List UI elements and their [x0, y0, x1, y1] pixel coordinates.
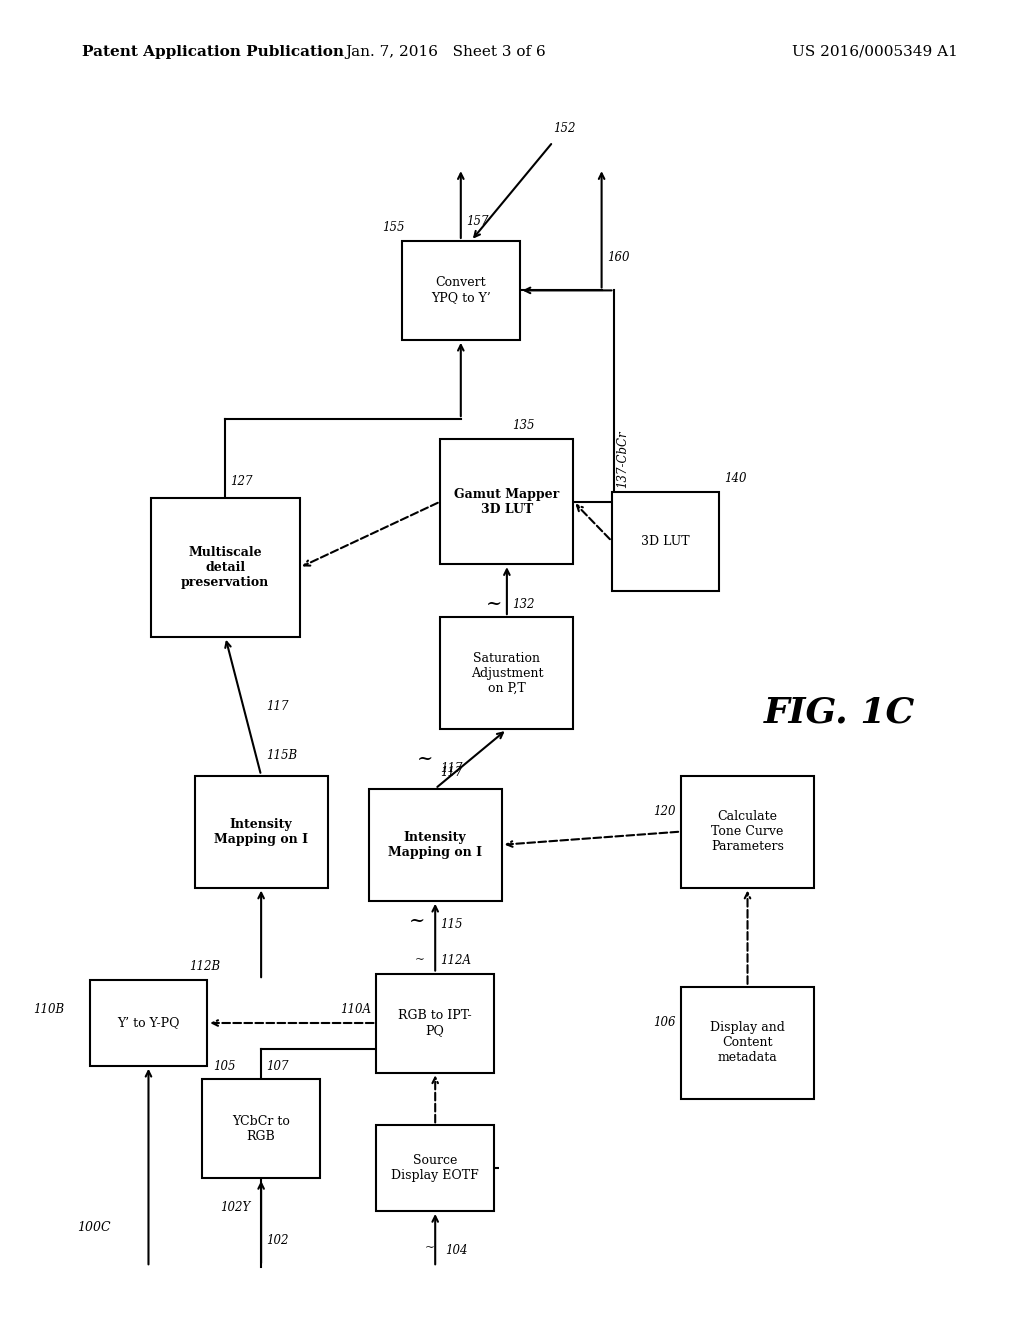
Text: Jan. 7, 2016   Sheet 3 of 6: Jan. 7, 2016 Sheet 3 of 6 [345, 45, 546, 59]
FancyBboxPatch shape [377, 1125, 494, 1212]
FancyBboxPatch shape [369, 788, 502, 900]
Text: 117: 117 [440, 763, 463, 776]
Text: Calculate
Tone Curve
Parameters: Calculate Tone Curve Parameters [711, 810, 784, 853]
Text: 115: 115 [440, 919, 463, 931]
Text: 137-CbCr: 137-CbCr [616, 430, 630, 488]
Text: 132: 132 [512, 598, 535, 610]
Text: 152: 152 [553, 123, 575, 135]
Text: Display and
Content
metadata: Display and Content metadata [710, 1022, 785, 1064]
Text: 106: 106 [653, 1016, 676, 1030]
Text: 157: 157 [466, 215, 488, 227]
FancyBboxPatch shape [681, 987, 814, 1098]
Text: 112A: 112A [440, 954, 471, 966]
Text: 140: 140 [725, 473, 746, 486]
Text: 110A: 110A [340, 1003, 371, 1016]
Text: 102Y: 102Y [220, 1201, 251, 1214]
Text: Saturation
Adjustment
on P,T: Saturation Adjustment on P,T [471, 652, 543, 694]
Text: 112B: 112B [189, 961, 220, 974]
FancyBboxPatch shape [440, 438, 573, 565]
Text: US 2016/0005349 A1: US 2016/0005349 A1 [792, 45, 957, 59]
Text: Intensity
Mapping on I: Intensity Mapping on I [388, 830, 482, 859]
Text: ~: ~ [417, 750, 433, 768]
FancyBboxPatch shape [152, 499, 299, 638]
Text: 120: 120 [653, 805, 676, 818]
Text: 3D LUT: 3D LUT [641, 535, 690, 548]
FancyBboxPatch shape [612, 492, 719, 591]
Text: 127: 127 [230, 475, 253, 488]
FancyBboxPatch shape [377, 974, 494, 1072]
Text: Source
Display EOTF: Source Display EOTF [391, 1154, 479, 1183]
FancyBboxPatch shape [401, 242, 520, 339]
Text: 115B: 115B [266, 750, 297, 763]
Text: 104: 104 [445, 1243, 468, 1257]
Text: YCbCr to
RGB: YCbCr to RGB [232, 1114, 290, 1143]
Text: Intensity
Mapping on I: Intensity Mapping on I [214, 817, 308, 846]
Text: ~: ~ [415, 953, 425, 966]
Text: ~: ~ [425, 1241, 435, 1254]
FancyBboxPatch shape [203, 1080, 319, 1179]
FancyBboxPatch shape [440, 618, 573, 729]
Text: Multiscale
detail
preservation: Multiscale detail preservation [181, 546, 269, 589]
Text: Convert
YPQ to Y’: Convert YPQ to Y’ [431, 276, 490, 305]
Text: ~: ~ [486, 595, 503, 612]
Text: ~: ~ [409, 912, 425, 929]
FancyBboxPatch shape [195, 776, 328, 887]
Text: 110B: 110B [33, 1003, 63, 1016]
Text: 160: 160 [606, 251, 629, 264]
Text: 102: 102 [266, 1234, 289, 1247]
Text: 135: 135 [512, 420, 535, 433]
Text: 107: 107 [266, 1060, 289, 1072]
Text: 155: 155 [382, 222, 404, 235]
Text: Patent Application Publication: Patent Application Publication [82, 45, 344, 59]
Text: FIG. 1C: FIG. 1C [764, 696, 915, 730]
FancyBboxPatch shape [681, 776, 814, 887]
Text: 100C: 100C [77, 1221, 111, 1234]
Text: 117: 117 [266, 700, 289, 713]
Text: 105: 105 [213, 1060, 236, 1072]
FancyBboxPatch shape [90, 979, 207, 1067]
Text: Gamut Mapper
3D LUT: Gamut Mapper 3D LUT [455, 487, 559, 516]
Text: 117: 117 [440, 766, 463, 779]
Text: Y’ to Y-PQ: Y’ to Y-PQ [117, 1016, 180, 1030]
Text: RGB to IPT-
PQ: RGB to IPT- PQ [398, 1008, 472, 1038]
